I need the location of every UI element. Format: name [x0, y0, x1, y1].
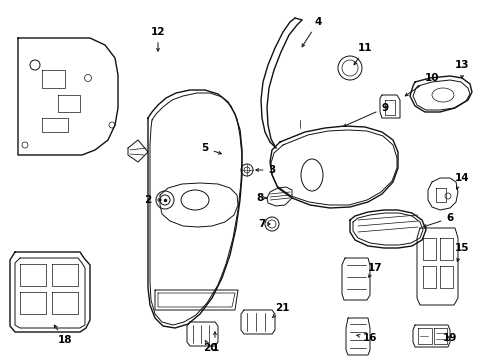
- Text: 18: 18: [54, 325, 72, 345]
- Text: 8: 8: [256, 193, 266, 203]
- Text: 3: 3: [255, 165, 275, 175]
- Text: 1: 1: [211, 332, 218, 353]
- Text: 5: 5: [201, 143, 221, 154]
- Text: 9: 9: [343, 103, 388, 127]
- Text: 14: 14: [454, 173, 468, 189]
- Text: 16: 16: [356, 333, 376, 343]
- Text: 7: 7: [258, 219, 269, 229]
- Text: 11: 11: [353, 43, 371, 65]
- Text: 6: 6: [423, 213, 453, 227]
- Text: 2: 2: [144, 195, 161, 205]
- Text: 13: 13: [454, 60, 468, 78]
- Text: 10: 10: [405, 73, 438, 96]
- Text: 15: 15: [454, 243, 468, 261]
- Text: 17: 17: [367, 263, 382, 277]
- Text: 19: 19: [442, 333, 456, 343]
- Text: 21: 21: [272, 303, 289, 318]
- Text: 20: 20: [203, 340, 217, 353]
- Text: 4: 4: [302, 17, 321, 47]
- Text: 12: 12: [150, 27, 165, 51]
